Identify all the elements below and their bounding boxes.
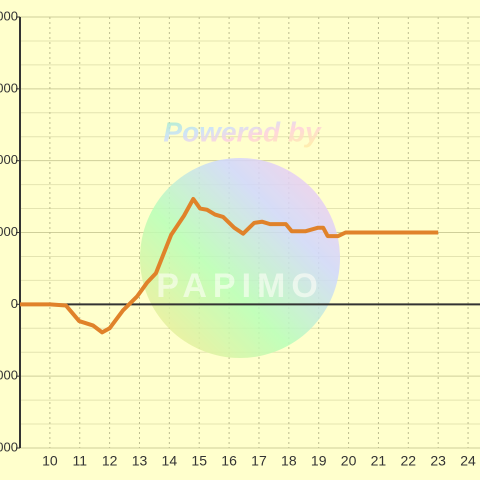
- x-tick-label: 24: [460, 453, 476, 469]
- x-tick-label: 23: [430, 453, 446, 469]
- x-tick-label: 16: [221, 453, 237, 469]
- y-tick-label: 12,000: [0, 8, 18, 23]
- logo-circle: [140, 158, 340, 358]
- x-tick-label: 12: [102, 453, 118, 469]
- y-tick-label: -6,000: [0, 439, 18, 454]
- x-tick-label: 22: [401, 453, 417, 469]
- x-tick-label: 14: [162, 453, 178, 469]
- plot: -6,000 -3,000 0 3,000 6,000 9,000 12,000 10 11 12…: [0, 8, 480, 469]
- x-tick-label: 21: [371, 453, 387, 469]
- logo-text: PAPIMO: [156, 267, 324, 305]
- line: [20, 196, 439, 335]
- y-tick-label: 6,000: [0, 152, 18, 167]
- x-tick-label: 15: [191, 453, 207, 469]
- x-tick-label: 19: [311, 453, 327, 469]
- y-tick-label: 0: [11, 296, 18, 311]
- y-tick-label: 3,000: [0, 224, 18, 239]
- x-tick-label: 18: [281, 453, 297, 469]
- y-tick-label: 9,000: [0, 80, 18, 95]
- x-tick-label: 11: [72, 453, 87, 469]
- x-tick-label: 17: [251, 453, 267, 469]
- x-tick-label: 10: [42, 453, 58, 469]
- watermark-text: Powered by: [163, 116, 322, 147]
- y-tick-label: -3,000: [0, 368, 18, 383]
- x-tick-label: 20: [341, 453, 357, 469]
- x-tick-label: 13: [132, 453, 148, 469]
